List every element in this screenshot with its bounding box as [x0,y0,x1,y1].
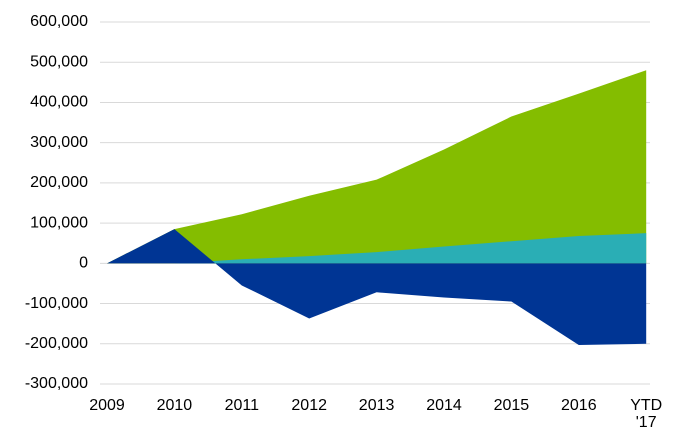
x-tick-label: 2013 [358,397,395,414]
area-series-0 [107,229,647,345]
x-tick-label: 2016 [561,397,597,414]
y-tick-label: 500,000 [30,53,88,70]
x-tick-label: 2014 [426,397,462,414]
area-series-2 [107,70,647,264]
x-tick-label: 2015 [493,397,530,414]
y-tick-label: 0 [79,255,88,272]
y-tick-label: 200,000 [30,174,88,191]
y-tick-label: 600,000 [30,13,88,30]
y-tick-label: 100,000 [30,214,88,231]
x-tick-label: 2012 [291,397,327,414]
y-tick-label: -300,000 [25,375,88,392]
area-series-1 [107,233,647,264]
y-tick-label: 300,000 [30,134,88,151]
x-tick-label: 2011 [224,397,259,414]
x-tick-label: YTD '17 [630,397,663,431]
x-tick-label: 2009 [89,397,125,414]
y-tick-label: -200,000 [25,335,88,352]
y-tick-label: -100,000 [25,295,88,312]
y-tick-label: 400,000 [30,94,88,111]
x-tick-label: 2010 [156,397,193,414]
